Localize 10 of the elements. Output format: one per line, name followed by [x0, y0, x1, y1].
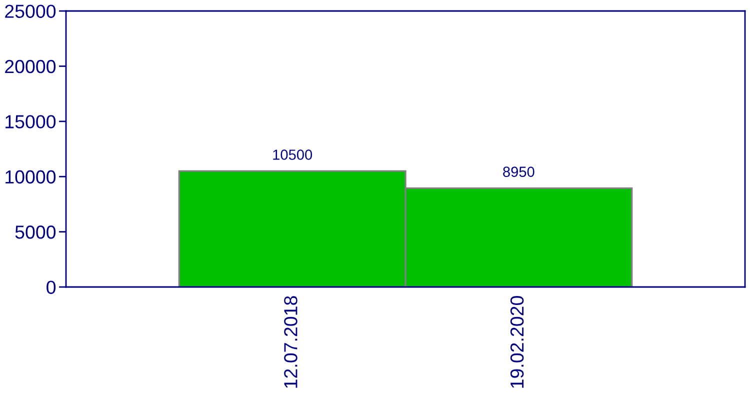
x-tick-label: 19.02.2020 — [510, 296, 524, 388]
y-tick-label: 15000 — [6, 115, 56, 128]
y-tick-label: 10000 — [6, 170, 56, 184]
y-tick-label: 20000 — [5, 60, 56, 74]
y-tick-label: 5000 — [15, 226, 56, 239]
x-tick-label: 12.07.2018 — [284, 296, 298, 388]
data-label: 10500 — [273, 150, 312, 160]
y-tick-label: 25000 — [5, 4, 56, 18]
data-label: 8950 — [503, 166, 534, 177]
y-tick-label: 0 — [46, 280, 56, 294]
